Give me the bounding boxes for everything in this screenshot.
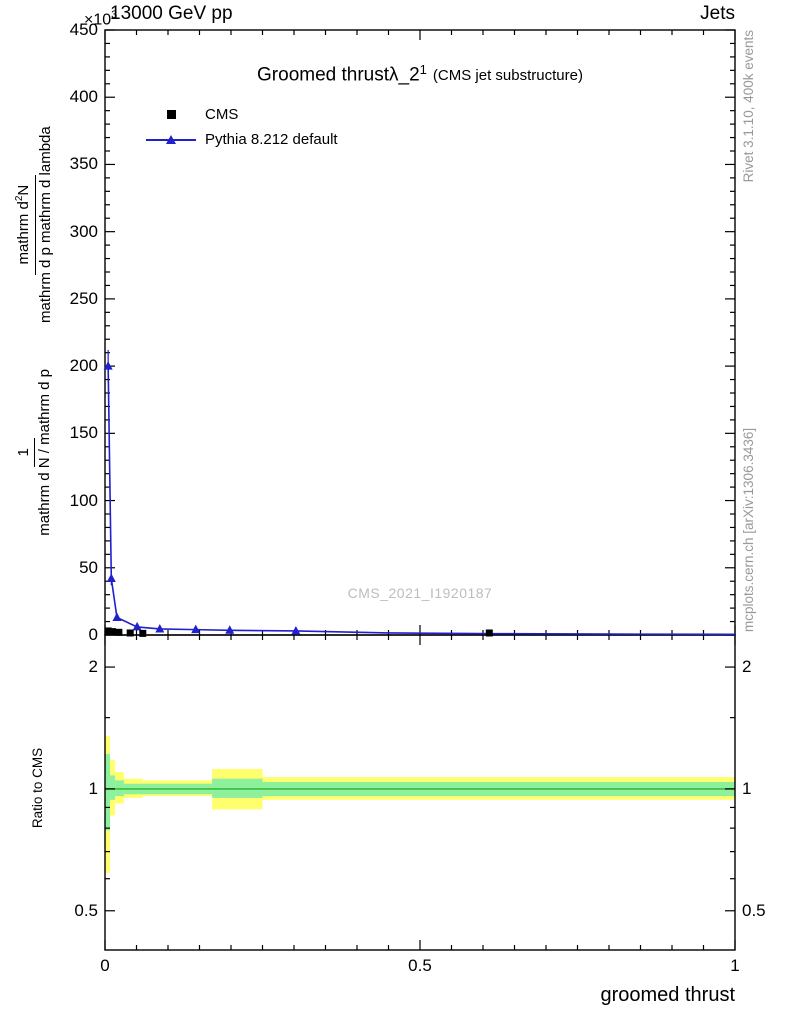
cms-square-marker: [109, 628, 117, 636]
pythia-triangle-marker: [191, 624, 201, 634]
y-axis-power-label: ×103: [84, 9, 117, 29]
legend-label-cms: CMS: [205, 106, 239, 123]
y-label-main-fraction: mathrm d2N mathrm d p mathrm d lambda: [13, 116, 55, 333]
mc-stat-band: [110, 775, 116, 800]
y-label-main-denominator: mathrm d p mathrm d lambda: [36, 126, 54, 324]
watermark: CMS_2021_I1920187: [347, 585, 493, 601]
plot-title-main: Groomed thrust: [257, 64, 390, 86]
pythia-triangle-marker: [112, 612, 122, 622]
legend-label-pythia: Pythia 8.212 default: [205, 131, 338, 148]
rivet-version-note: Rivet 3.1.10, 400k events: [741, 30, 756, 183]
pythia-triangle-marker: [103, 361, 113, 370]
pythia-triangle-marker: [155, 623, 165, 633]
cms-square-marker: [104, 627, 112, 635]
cms-square-marker: [115, 628, 123, 636]
analysis-type-label: Jets: [700, 3, 735, 24]
plot-title-superscript: 1: [419, 62, 427, 77]
cms-square-marker: [139, 629, 147, 637]
pythia-line-marker: [145, 132, 197, 148]
beam-energy-label: 13000 GeV pp: [110, 3, 233, 24]
plot-title-suffix: (CMS jet substructure): [432, 67, 583, 85]
pythia-line: [107, 366, 736, 636]
blue-triangle-icon: [166, 134, 176, 144]
pythia-triangle-marker: [106, 573, 116, 583]
cms-square-marker: [485, 629, 493, 637]
pythia-triangle-marker: [132, 621, 142, 631]
cms-square-marker: [145, 107, 197, 123]
y-label-num-b: N: [15, 184, 32, 196]
plot-title: Groomed thrustλ_21 (CMS jet substructure): [105, 62, 735, 86]
y-label-num-sup: 2: [14, 195, 25, 202]
legend: CMS Pythia 8.212 default: [145, 102, 338, 152]
power-base: ×10: [84, 11, 112, 29]
legend-item-cms: CMS: [145, 102, 338, 127]
cms-square-marker: [126, 629, 134, 637]
y-label-prefix-fraction: 1 mathrm d N / mathrm d p: [13, 359, 55, 546]
y-label-main-numerator: mathrm d2N: [13, 174, 36, 275]
pythia-triangle-marker: [291, 625, 301, 635]
ratio-y-axis-label: Ratio to CMS: [30, 747, 45, 829]
y-label-prefix-numerator: 1: [13, 438, 35, 467]
mc-stat-band: [105, 753, 111, 831]
pythia-triangle-marker: [225, 625, 235, 634]
x-axis-label: groomed thrust: [600, 984, 735, 1006]
mcplots-reference-note: mcplots.cern.ch [arXiv:1306.3436]: [741, 427, 756, 632]
y-axis-label-main: 1 mathrm d N / mathrm d p mathrm d2N mat…: [4, 32, 64, 630]
plot-title-lambda: λ_2: [389, 64, 420, 86]
power-exponent: 3: [111, 9, 118, 21]
y-label-num-a: mathrm d: [15, 201, 32, 265]
black-square-icon: [166, 110, 176, 119]
y-label-prefix-denominator: mathrm d N / mathrm d p: [36, 369, 53, 536]
legend-item-pythia: Pythia 8.212 default: [145, 127, 338, 152]
